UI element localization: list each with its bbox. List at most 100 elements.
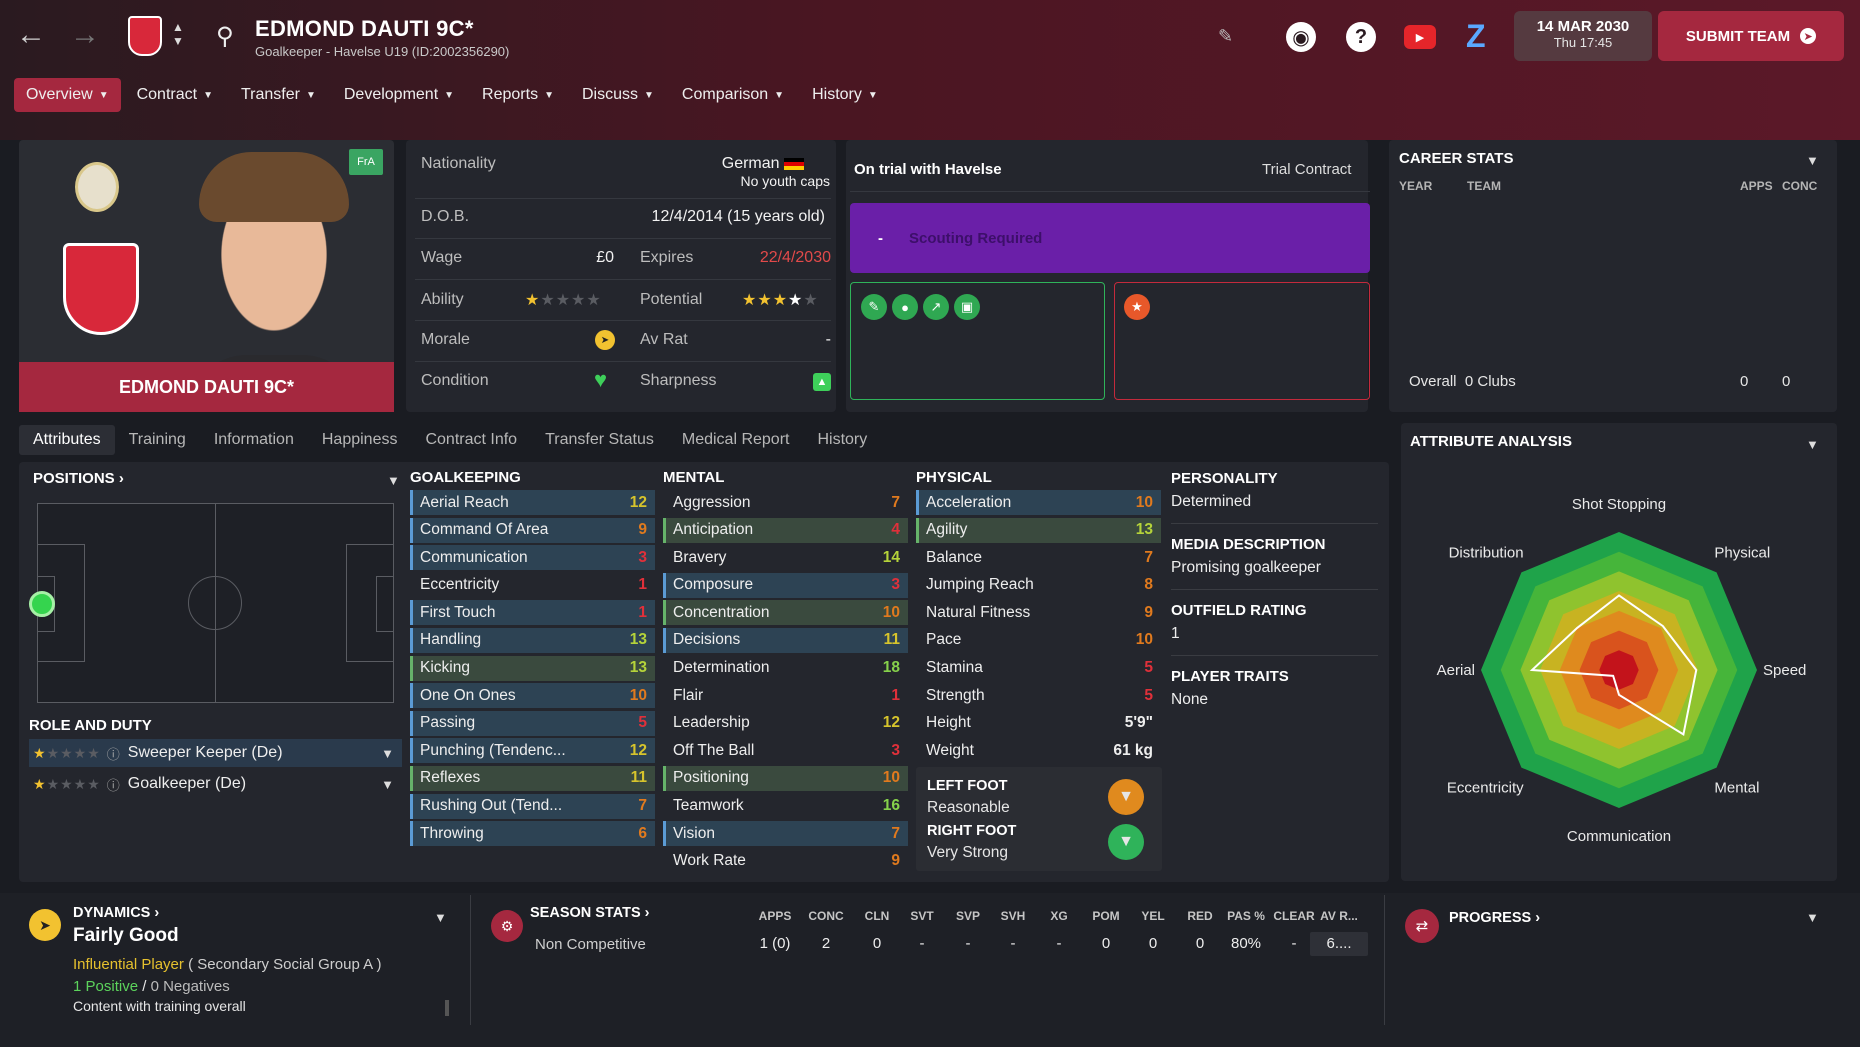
info-icon[interactable]: ⓘ: [106, 777, 120, 793]
attribute-row[interactable]: Punching (Tendenc... 12: [410, 738, 655, 764]
attribute-row[interactable]: Anticipation 4: [663, 517, 908, 543]
mentality-icon[interactable]: ●: [892, 294, 918, 320]
career-col-apps[interactable]: APPS: [1740, 179, 1773, 193]
nav-discuss[interactable]: Discuss ▼: [570, 78, 666, 112]
chevron-down-icon[interactable]: ▼: [1806, 910, 1819, 925]
season-col-header[interactable]: XG: [1050, 909, 1068, 923]
attribute-row[interactable]: Reflexes 11: [410, 765, 655, 791]
chevron-down-icon[interactable]: ▼: [1806, 437, 1819, 452]
season-col-header[interactable]: CLN: [864, 909, 890, 923]
progress-title[interactable]: PROGRESS ›: [1449, 910, 1541, 926]
attribute-row[interactable]: Kicking 13: [410, 655, 655, 681]
chevron-down-icon[interactable]: ▼: [434, 910, 447, 925]
dynamics-title[interactable]: DYNAMICS ›: [73, 905, 160, 921]
season-col-header[interactable]: YEL: [1141, 909, 1165, 923]
attribute-row[interactable]: Composure 3: [663, 572, 908, 598]
z-logo-icon[interactable]: Z: [1466, 18, 1486, 54]
attribute-row[interactable]: Decisions 11: [663, 627, 908, 653]
attribute-row[interactable]: Communication 3: [410, 545, 655, 571]
attribute-row[interactable]: Jumping Reach 8: [916, 573, 1161, 598]
season-col-header[interactable]: AV R...: [1320, 909, 1358, 923]
tab-happiness[interactable]: Happiness: [321, 431, 398, 448]
chevron-down-icon[interactable]: ▼: [381, 745, 394, 761]
scouting-required-banner[interactable]: - Scouting Required: [850, 203, 1370, 273]
attribute-row[interactable]: Natural Fitness 9: [916, 600, 1161, 625]
season-stats-title[interactable]: SEASON STATS ›: [530, 905, 650, 921]
scrollbar[interactable]: [445, 1000, 449, 1016]
submit-team-button[interactable]: SUBMIT TEAM ➤: [1658, 11, 1844, 61]
club-crest-icon[interactable]: [128, 16, 162, 56]
role-row[interactable]: ★★★★★ ⓘ Goalkeeper (De) ▼: [29, 770, 402, 798]
attribute-row[interactable]: Throwing 6: [410, 821, 655, 847]
tab-contract-info[interactable]: Contract Info: [425, 431, 518, 448]
info-icon[interactable]: ⓘ: [106, 746, 120, 762]
season-col-header[interactable]: SVP: [955, 909, 980, 923]
star-badge-icon[interactable]: ★: [1124, 294, 1150, 320]
attribute-row[interactable]: Weight 61 kg: [916, 738, 1161, 763]
season-col-header[interactable]: SVT: [910, 909, 934, 923]
attribute-row[interactable]: Balance 7: [916, 545, 1161, 570]
tab-history[interactable]: History: [817, 431, 868, 448]
chevron-down-icon[interactable]: ▼: [1806, 153, 1819, 168]
forward-arrow-icon[interactable]: →: [70, 18, 100, 51]
attribute-row[interactable]: Determination 18: [663, 656, 908, 681]
attribute-row[interactable]: Handling 13: [410, 627, 655, 653]
attribute-row[interactable]: First Touch 1: [410, 600, 655, 626]
help-icon[interactable]: ?: [1346, 22, 1376, 52]
season-col-header[interactable]: PAS %: [1227, 909, 1265, 923]
career-col-year[interactable]: YEAR: [1399, 179, 1433, 193]
attribute-row[interactable]: Pace 10: [916, 628, 1161, 653]
career-col-team[interactable]: TEAM: [1467, 179, 1501, 193]
globe-icon[interactable]: ◉: [1286, 22, 1316, 52]
nav-development[interactable]: Development ▼: [332, 78, 466, 112]
attribute-row[interactable]: Agility 13: [916, 517, 1161, 543]
season-col-header[interactable]: SVH: [1000, 909, 1026, 923]
money-icon[interactable]: ▣: [954, 294, 980, 320]
trial-contract[interactable]: Trial Contract: [1262, 161, 1352, 178]
attribute-row[interactable]: Concentration 10: [663, 600, 908, 626]
attribute-row[interactable]: Teamwork 16: [663, 794, 908, 819]
attribute-row[interactable]: Flair 1: [663, 683, 908, 708]
chevron-down-icon[interactable]: ▼: [381, 776, 394, 792]
attribute-row[interactable]: Height 5'9": [916, 711, 1161, 736]
edit-pencil-icon[interactable]: ✎: [1218, 26, 1234, 46]
attribute-row[interactable]: One On Ones 10: [410, 683, 655, 709]
career-col-conc[interactable]: CONC: [1782, 179, 1818, 193]
attribute-row[interactable]: Acceleration 10: [916, 490, 1161, 515]
progress-trend-icon[interactable]: ↗: [923, 294, 949, 320]
attribute-row[interactable]: Leadership 12: [663, 711, 908, 736]
date-box[interactable]: 14 MAR 2030 Thu 17:45: [1514, 11, 1652, 61]
tab-information[interactable]: Information: [213, 431, 294, 448]
season-col-header[interactable]: APPS: [758, 909, 792, 923]
season-col-header[interactable]: CLEAR: [1273, 909, 1315, 923]
tab-attributes[interactable]: Attributes: [19, 425, 115, 455]
attribute-row[interactable]: Stamina 5: [916, 656, 1161, 681]
season-col-header[interactable]: POM: [1092, 909, 1120, 923]
attribute-row[interactable]: Work Rate 9: [663, 849, 908, 874]
chevron-down-icon[interactable]: ▼: [387, 473, 400, 488]
attribute-row[interactable]: Passing 5: [410, 710, 655, 736]
attribute-row[interactable]: Positioning 10: [663, 765, 908, 791]
attribute-row[interactable]: Command Of Area 9: [410, 517, 655, 543]
switch-chevrons-icon[interactable]: ▲ ▼: [172, 20, 184, 48]
back-arrow-icon[interactable]: ←: [16, 18, 46, 51]
tab-medical-report[interactable]: Medical Report: [681, 431, 790, 448]
attribute-row[interactable]: Rushing Out (Tend... 7: [410, 793, 655, 819]
goalkeeper-position-marker[interactable]: [29, 591, 55, 617]
nav-contract[interactable]: Contract ▼: [125, 78, 225, 112]
tab-transfer-status[interactable]: Transfer Status: [545, 431, 654, 448]
season-col-header[interactable]: CONC: [808, 909, 844, 923]
nav-comparison[interactable]: Comparison ▼: [670, 78, 796, 112]
search-icon[interactable]: ⚲: [216, 23, 234, 50]
training-icon[interactable]: ✎: [861, 294, 887, 320]
attribute-row[interactable]: Vision 7: [663, 821, 908, 847]
attribute-row[interactable]: Aggression 7: [663, 490, 908, 515]
nav-overview[interactable]: Overview ▼: [14, 78, 121, 112]
tab-training[interactable]: Training: [128, 431, 186, 448]
attribute-row[interactable]: Aerial Reach 12: [410, 490, 655, 515]
nav-reports[interactable]: Reports ▼: [470, 78, 566, 112]
nav-history[interactable]: History ▼: [800, 78, 890, 112]
attribute-row[interactable]: Strength 5: [916, 683, 1161, 708]
positions-pitch[interactable]: [37, 503, 394, 703]
attribute-row[interactable]: Off The Ball 3: [663, 738, 908, 763]
